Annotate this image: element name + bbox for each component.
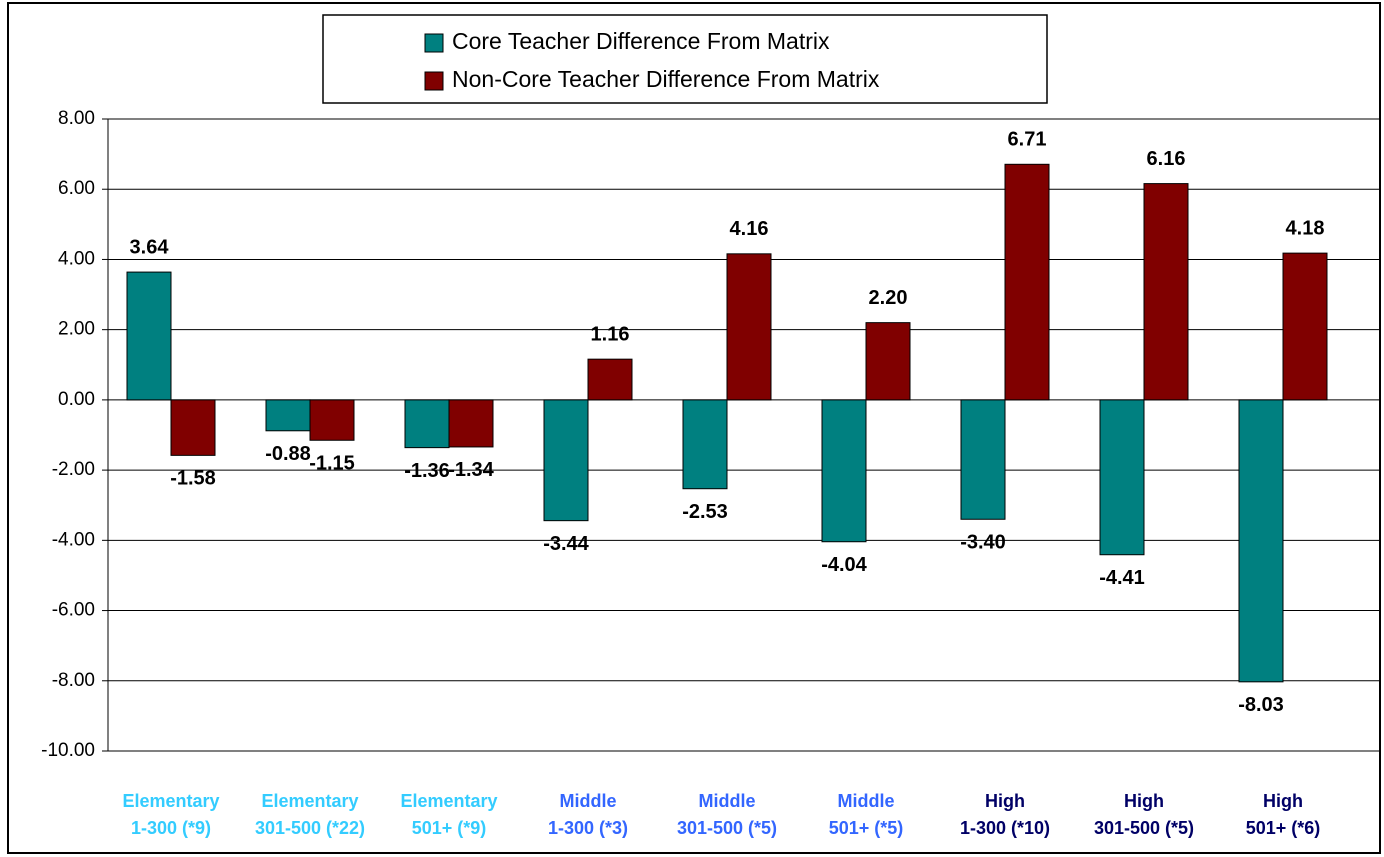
bar: [1282, 252, 1328, 401]
y-tick-label: -8.00: [52, 670, 95, 691]
x-tick-label: 301-500 (*5): [1094, 818, 1194, 838]
bar: [170, 399, 216, 456]
value-label: -0.88: [265, 443, 311, 465]
y-tick-label: 2.00: [58, 319, 95, 340]
bar: [865, 322, 911, 401]
bar: [265, 399, 311, 432]
x-tick-label: 501+ (*6): [1246, 818, 1321, 838]
y-tick-label: -6.00: [52, 600, 95, 621]
x-tick-label: 1-300 (*3): [548, 818, 628, 838]
y-tick-label: -10.00: [41, 740, 95, 761]
legend-swatch: [424, 71, 444, 91]
x-tick-label: 1-300 (*10): [960, 818, 1050, 838]
value-label: -1.15: [309, 453, 355, 475]
bar: [726, 253, 772, 401]
value-label: 2.20: [869, 287, 908, 309]
x-tick-label: 1-300 (*9): [131, 818, 211, 838]
bar: [309, 399, 355, 441]
bar: [587, 358, 633, 401]
legend-label: Non-Core Teacher Difference From Matrix: [452, 66, 880, 92]
value-label: -8.03: [1238, 694, 1284, 716]
bar: [404, 399, 450, 449]
bar: [1238, 399, 1284, 683]
value-label: 1.16: [591, 323, 630, 345]
legend-label: Core Teacher Difference From Matrix: [452, 28, 830, 54]
x-tick-label: Middle: [699, 791, 756, 811]
x-tick-label: 501+ (*5): [829, 818, 904, 838]
y-tick-label: 0.00: [58, 389, 95, 410]
bar: [448, 399, 494, 448]
x-tick-label: Elementary: [400, 791, 497, 811]
value-label: 3.64: [130, 236, 170, 258]
bar: [1004, 163, 1050, 401]
y-tick-label: -2.00: [52, 459, 95, 480]
bar: [960, 399, 1006, 520]
legend-swatch: [424, 33, 444, 53]
value-label: -1.58: [170, 468, 216, 490]
value-label: -1.34: [448, 459, 494, 481]
value-label: -4.04: [821, 554, 867, 576]
x-tick-label: 501+ (*9): [412, 818, 487, 838]
value-label: 6.16: [1147, 148, 1186, 170]
y-tick-label: 6.00: [58, 178, 95, 199]
y-tick-label: 4.00: [58, 248, 95, 269]
x-tick-label: Elementary: [122, 791, 219, 811]
x-tick-label: Middle: [560, 791, 617, 811]
y-tick-label: 8.00: [58, 108, 95, 129]
x-tick-label: High: [985, 791, 1025, 811]
bar: [543, 399, 589, 522]
legend-box: [322, 14, 1048, 104]
x-tick-label: High: [1263, 791, 1303, 811]
y-tick-label: -4.00: [52, 529, 95, 550]
x-tick-label: 301-500 (*5): [677, 818, 777, 838]
value-label: 4.16: [730, 218, 769, 240]
value-label: 6.71: [1008, 129, 1047, 151]
x-tick-label: Elementary: [261, 791, 358, 811]
bar: [682, 399, 728, 490]
value-label: -3.44: [543, 533, 589, 555]
value-label: -2.53: [682, 501, 728, 523]
bar: [1099, 399, 1145, 556]
bar: [821, 399, 867, 543]
value-label: -3.40: [960, 532, 1006, 554]
x-tick-label: 301-500 (*22): [255, 818, 365, 838]
x-tick-label: High: [1124, 791, 1164, 811]
value-label: -1.36: [404, 460, 450, 482]
value-label: -4.41: [1099, 567, 1145, 589]
bar: [126, 271, 172, 401]
value-label: 4.18: [1286, 217, 1325, 239]
bar: [1143, 183, 1189, 401]
x-tick-label: Middle: [838, 791, 895, 811]
